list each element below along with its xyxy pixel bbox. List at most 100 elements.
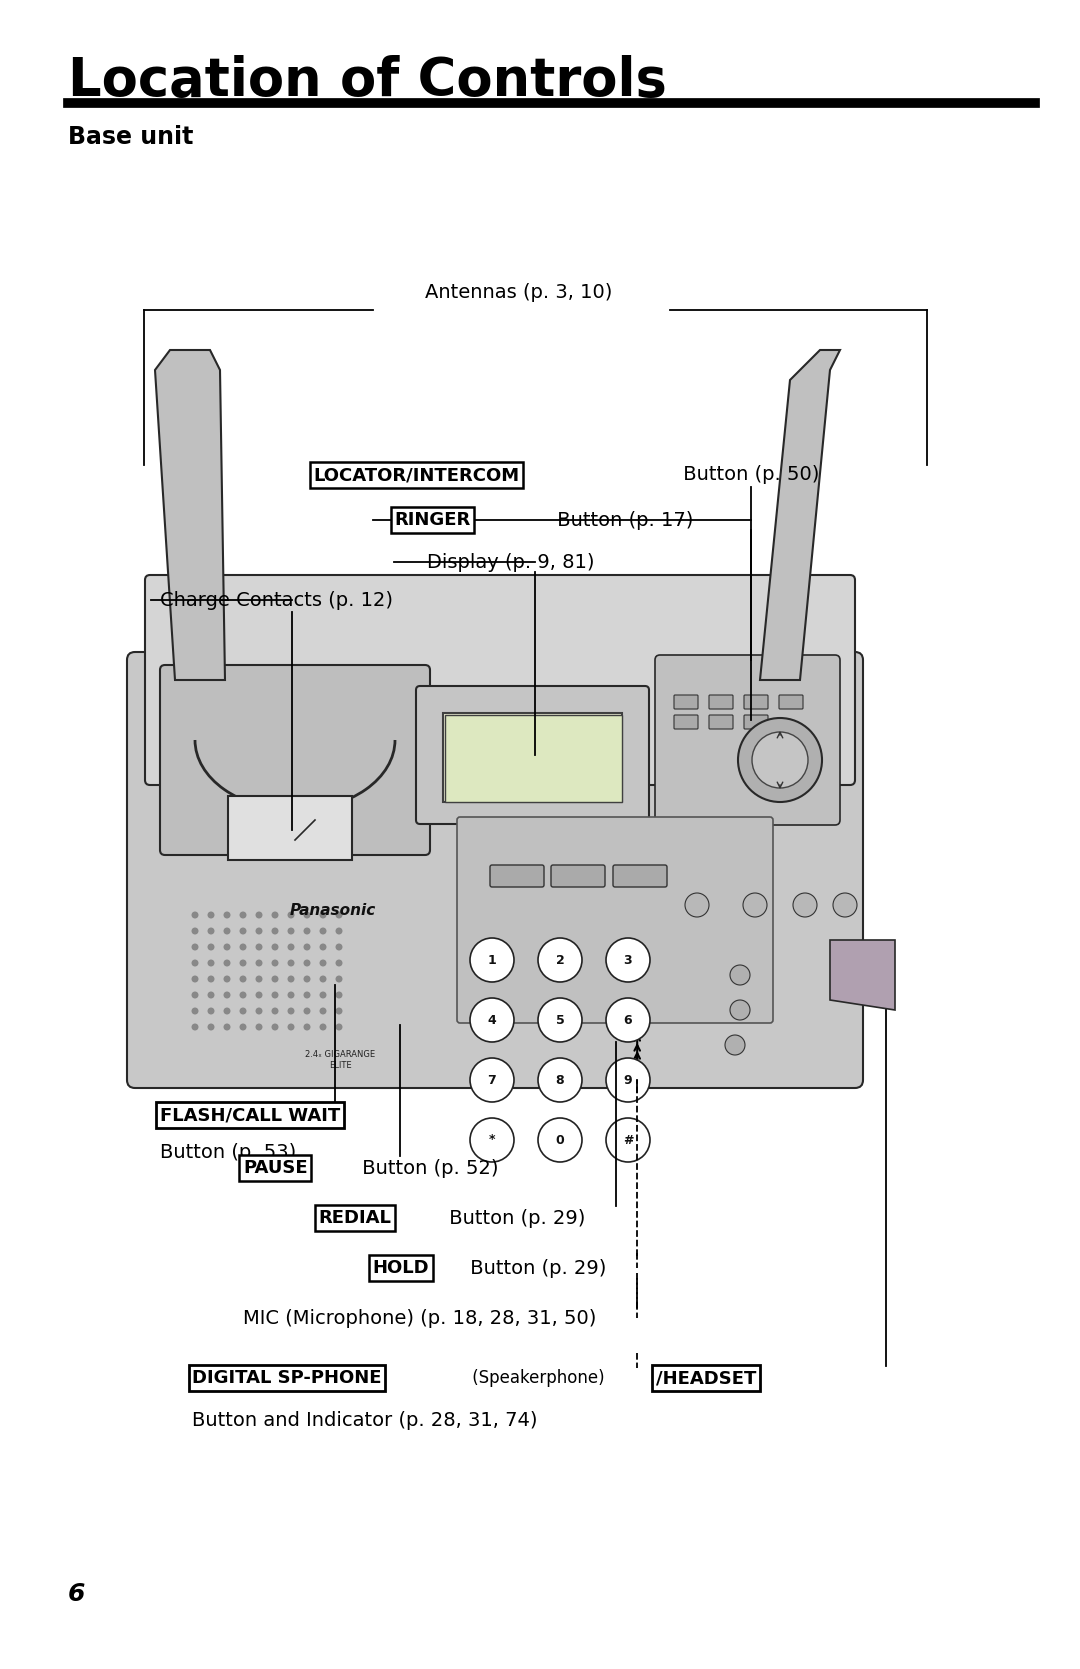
Text: 6: 6 (68, 1582, 85, 1606)
Text: PAUSE: PAUSE (243, 1158, 308, 1177)
Circle shape (303, 960, 311, 966)
Circle shape (224, 975, 230, 983)
Circle shape (191, 911, 199, 918)
Circle shape (320, 991, 326, 998)
Text: 4: 4 (488, 1013, 497, 1026)
Circle shape (256, 1008, 262, 1015)
Circle shape (240, 975, 246, 983)
Circle shape (470, 1118, 514, 1162)
FancyBboxPatch shape (490, 865, 544, 886)
FancyBboxPatch shape (228, 796, 352, 860)
Circle shape (207, 928, 215, 935)
Circle shape (191, 943, 199, 951)
FancyBboxPatch shape (127, 653, 863, 1088)
Circle shape (271, 960, 279, 966)
FancyBboxPatch shape (744, 694, 768, 709)
Circle shape (240, 991, 246, 998)
Circle shape (303, 1008, 311, 1015)
FancyBboxPatch shape (779, 694, 804, 709)
FancyBboxPatch shape (457, 818, 773, 1023)
Circle shape (207, 960, 215, 966)
Text: Button (p. 53): Button (p. 53) (160, 1143, 296, 1163)
Circle shape (606, 998, 650, 1041)
FancyBboxPatch shape (654, 654, 840, 824)
Circle shape (224, 1008, 230, 1015)
FancyBboxPatch shape (145, 576, 855, 784)
Circle shape (224, 960, 230, 966)
Circle shape (191, 1023, 199, 1030)
Circle shape (725, 1035, 745, 1055)
Circle shape (256, 960, 262, 966)
Circle shape (303, 991, 311, 998)
Circle shape (191, 991, 199, 998)
Circle shape (303, 911, 311, 918)
Circle shape (833, 893, 858, 916)
Text: Panasonic: Panasonic (291, 903, 376, 918)
Text: Button (p. 50): Button (p. 50) (677, 466, 820, 484)
Circle shape (336, 975, 342, 983)
Circle shape (207, 975, 215, 983)
Text: Button (p. 52): Button (p. 52) (356, 1158, 499, 1178)
Circle shape (240, 911, 246, 918)
Text: MIC (Microphone) (p. 18, 28, 31, 50): MIC (Microphone) (p. 18, 28, 31, 50) (243, 1308, 596, 1327)
Text: (Speakerphone): (Speakerphone) (467, 1369, 609, 1387)
Circle shape (336, 928, 342, 935)
Circle shape (470, 1058, 514, 1102)
Circle shape (287, 943, 295, 951)
Circle shape (730, 1000, 750, 1020)
Circle shape (207, 1008, 215, 1015)
FancyBboxPatch shape (613, 865, 667, 886)
Circle shape (191, 960, 199, 966)
Circle shape (606, 1118, 650, 1162)
Circle shape (470, 998, 514, 1041)
Circle shape (207, 911, 215, 918)
Circle shape (271, 991, 279, 998)
Circle shape (743, 893, 767, 916)
Text: 6: 6 (623, 1013, 632, 1026)
Circle shape (256, 911, 262, 918)
Polygon shape (831, 940, 895, 1010)
Circle shape (271, 943, 279, 951)
Circle shape (320, 943, 326, 951)
Text: Button (p. 29): Button (p. 29) (443, 1208, 585, 1227)
Circle shape (224, 911, 230, 918)
Circle shape (538, 998, 582, 1041)
Text: Button (p. 17): Button (p. 17) (551, 511, 693, 529)
Circle shape (256, 1023, 262, 1030)
Circle shape (538, 1118, 582, 1162)
Circle shape (256, 928, 262, 935)
FancyBboxPatch shape (551, 865, 605, 886)
Circle shape (336, 1023, 342, 1030)
Circle shape (320, 928, 326, 935)
Circle shape (336, 960, 342, 966)
FancyBboxPatch shape (744, 714, 768, 729)
Circle shape (271, 975, 279, 983)
Circle shape (320, 960, 326, 966)
FancyBboxPatch shape (160, 664, 430, 855)
Circle shape (224, 1023, 230, 1030)
Text: REDIAL: REDIAL (319, 1208, 391, 1227)
Text: 3: 3 (623, 953, 632, 966)
Circle shape (336, 911, 342, 918)
Circle shape (256, 991, 262, 998)
Text: 5: 5 (555, 1013, 565, 1026)
Text: #: # (623, 1133, 633, 1147)
Circle shape (320, 975, 326, 983)
Circle shape (287, 991, 295, 998)
Text: 9: 9 (623, 1073, 632, 1087)
Polygon shape (156, 350, 225, 679)
Circle shape (287, 975, 295, 983)
Circle shape (240, 1023, 246, 1030)
Circle shape (240, 960, 246, 966)
Circle shape (606, 1058, 650, 1102)
Circle shape (207, 943, 215, 951)
Text: 2: 2 (555, 953, 565, 966)
Text: /HEADSET: /HEADSET (656, 1369, 756, 1387)
Circle shape (738, 718, 822, 803)
Circle shape (271, 1023, 279, 1030)
Circle shape (470, 938, 514, 981)
Circle shape (240, 1008, 246, 1015)
Polygon shape (760, 350, 840, 679)
Circle shape (224, 991, 230, 998)
Text: 8: 8 (556, 1073, 565, 1087)
